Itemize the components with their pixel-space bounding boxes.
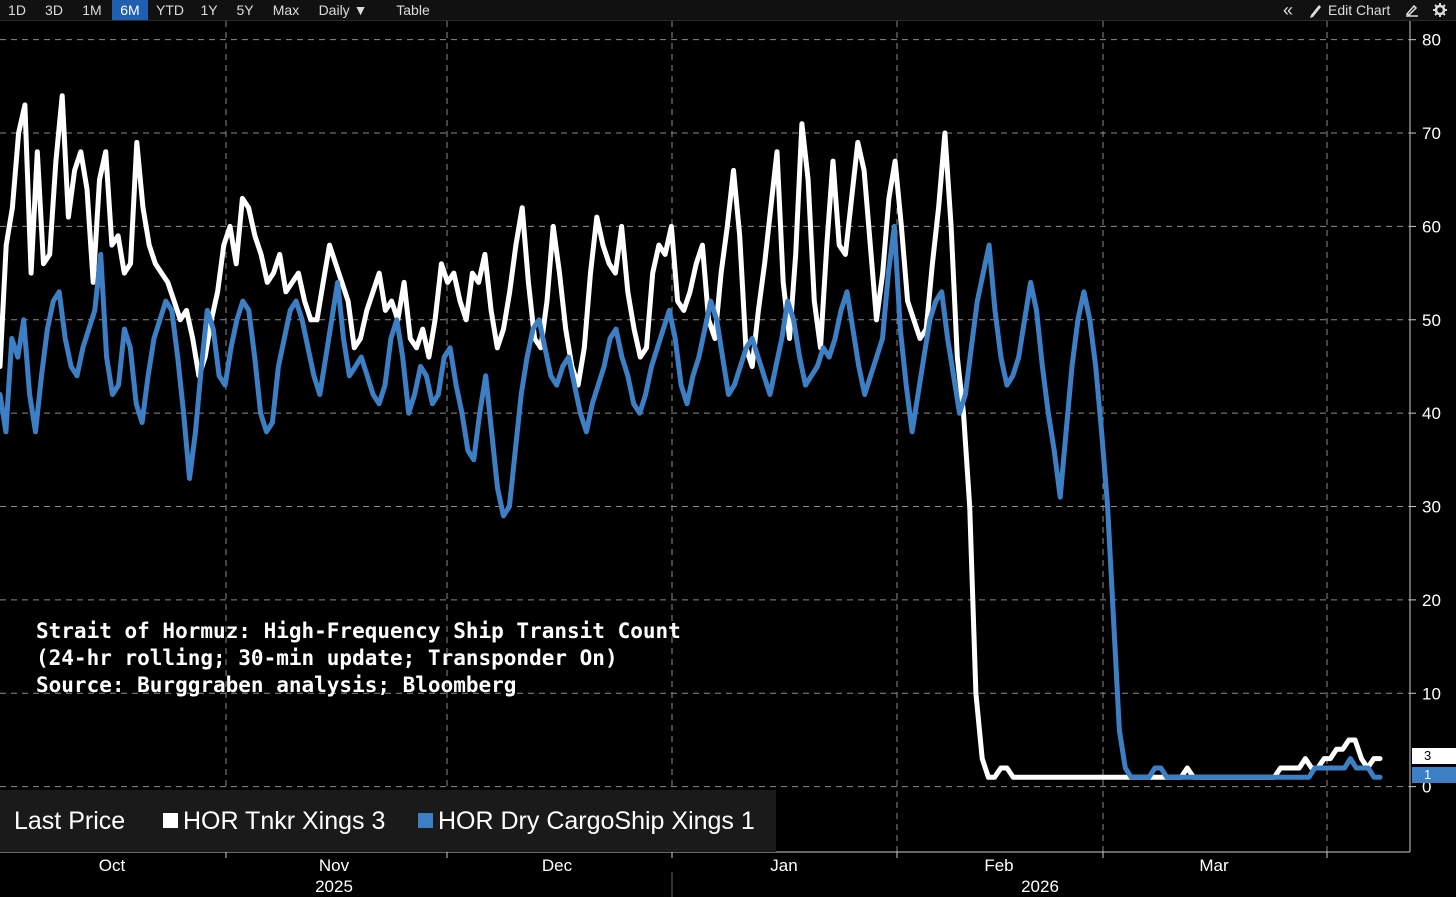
y-tick-label: 50 [1422, 311, 1441, 330]
range-3d-button[interactable]: 3D [45, 2, 63, 18]
toolbar: 1D 3D 1M 6M YTD 1Y 5Y Max Daily ▼ Table … [0, 0, 1456, 21]
y-tick-label: 30 [1422, 498, 1441, 517]
chart-edit-icon[interactable] [1404, 0, 1422, 20]
y-tick-label: 0 [1422, 778, 1431, 797]
gear-icon[interactable] [1432, 0, 1450, 20]
y-tick-label: 70 [1422, 124, 1441, 143]
legend-swatch-cargo [418, 813, 433, 828]
table-button[interactable]: Table [396, 2, 430, 18]
range-6m-button[interactable]: 6M [112, 0, 148, 20]
range-1m-button[interactable]: 1M [82, 2, 102, 18]
range-1y-button[interactable]: 1Y [200, 2, 218, 18]
range-5y-button[interactable]: 5Y [236, 2, 254, 18]
y-tick-label: 20 [1422, 591, 1441, 610]
legend-swatch-tanker [163, 813, 178, 828]
x-tick-label: Feb [984, 856, 1013, 875]
y-tick-label: 10 [1422, 684, 1441, 703]
series-line-cargo [0, 223, 1383, 780]
chart-subtitle: (24-hr rolling; 30-min update; Transpond… [36, 646, 618, 670]
y-tick-label: 40 [1422, 404, 1441, 423]
x-tick-label: Oct [99, 856, 126, 875]
year-label: 2025 [315, 877, 353, 896]
chart: 80 70 60 50 40 30 20 10 0 Oct Nov Dec Jan Feb Mar 2025 2… [0, 21, 1441, 897]
legend: Last Price HOR Tnkr Xings 3 HOR Dry Carg… [0, 790, 776, 852]
y-tick-label: 80 [1422, 31, 1441, 50]
x-tick-label: Nov [319, 856, 350, 875]
chart-source: Source: Burggraben analysis; Bloomberg [36, 673, 517, 697]
legend-series-tanker[interactable]: HOR Tnkr Xings 3 [183, 807, 386, 835]
year-label: 2026 [1021, 877, 1059, 896]
edit-chart-button[interactable]: Edit Chart [1328, 2, 1391, 18]
pencil-icon [1308, 0, 1326, 20]
legend-label: Last Price [14, 807, 126, 835]
last-value-tag-cargo: 1 [1412, 767, 1456, 783]
y-tick-label: 60 [1422, 217, 1441, 236]
x-tick-label: Mar [1199, 856, 1229, 875]
range-ytd-button[interactable]: YTD [156, 2, 184, 18]
last-value-tag-tanker: 3 [1412, 748, 1456, 764]
frequency-dropdown[interactable]: Daily ▼ [318, 2, 368, 18]
collapse-icon[interactable]: « [1283, 0, 1294, 20]
range-1d-button[interactable]: 1D [8, 2, 26, 18]
legend-series-cargo[interactable]: HOR Dry CargoShip Xings 1 [438, 807, 755, 835]
chart-title: Strait of Hormuz: High-Frequency Ship Tr… [36, 619, 681, 643]
x-tick-label: Dec [542, 856, 573, 875]
x-tick-label: Jan [770, 856, 797, 875]
range-max-button[interactable]: Max [272, 2, 300, 18]
